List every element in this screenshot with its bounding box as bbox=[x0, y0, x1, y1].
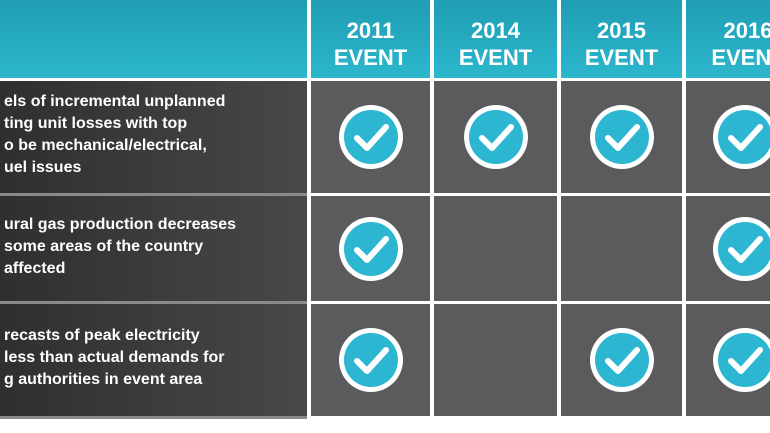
check-cell bbox=[686, 81, 770, 193]
check-cell bbox=[311, 304, 430, 416]
check-cell bbox=[686, 196, 770, 301]
column-year: 2015 bbox=[597, 18, 646, 43]
row-label-line: some areas of the country bbox=[4, 237, 204, 255]
row-label-line: g authorities in event area bbox=[4, 371, 203, 388]
check-icon bbox=[338, 216, 403, 281]
check-icon bbox=[463, 105, 528, 169]
check-cell bbox=[561, 304, 682, 416]
check-cell bbox=[434, 196, 557, 301]
column-label: EVENT bbox=[458, 45, 533, 70]
row-label-cell: els of incremental unplanned ting unit lo… bbox=[0, 81, 307, 196]
check-cell bbox=[311, 196, 430, 301]
check-icon bbox=[713, 328, 770, 392]
row-label-line: ting unit losses with top bbox=[4, 115, 188, 132]
check-icon bbox=[338, 105, 403, 169]
check-icon bbox=[338, 328, 403, 392]
row-label-line: affected bbox=[4, 259, 66, 277]
check-cell bbox=[686, 304, 770, 416]
column-label: EVENT bbox=[584, 45, 659, 70]
check-icon bbox=[713, 105, 770, 169]
row-label-line: recasts of peak electricity bbox=[4, 327, 200, 344]
check-cell bbox=[434, 304, 557, 416]
row-label-line: ural gas production decreases bbox=[4, 215, 237, 233]
check-cell bbox=[561, 196, 682, 301]
check-cell bbox=[311, 81, 430, 193]
row-label-line: less than actual demands for bbox=[4, 349, 225, 366]
row-label-cell: ural gas production decreases some areas … bbox=[0, 196, 307, 304]
check-cell bbox=[434, 81, 557, 193]
check-icon bbox=[589, 328, 654, 392]
column-header: 2015 EVENT bbox=[561, 0, 682, 78]
check-cell bbox=[561, 81, 682, 193]
column-header: 2016EVENT bbox=[686, 0, 770, 78]
row-label-cell: recasts of peak electricity less than act… bbox=[0, 304, 307, 419]
row-label-line: uel issues bbox=[4, 159, 82, 176]
column-label: EVENT bbox=[711, 45, 770, 70]
header-corner bbox=[0, 0, 307, 78]
column-year: 2016 bbox=[723, 18, 770, 43]
check-icon bbox=[589, 105, 654, 169]
column-header: 2011 EVENT bbox=[311, 0, 430, 78]
column-label: EVENT bbox=[333, 45, 408, 70]
check-icon bbox=[713, 216, 770, 281]
row-label-line: o be mechanical/electrical, bbox=[4, 137, 207, 154]
column-header: 2014 EVENT bbox=[434, 0, 557, 78]
row-label-line: els of incremental unplanned bbox=[4, 93, 226, 110]
column-year: 2011 bbox=[346, 18, 395, 43]
column-year: 2014 bbox=[471, 18, 520, 43]
